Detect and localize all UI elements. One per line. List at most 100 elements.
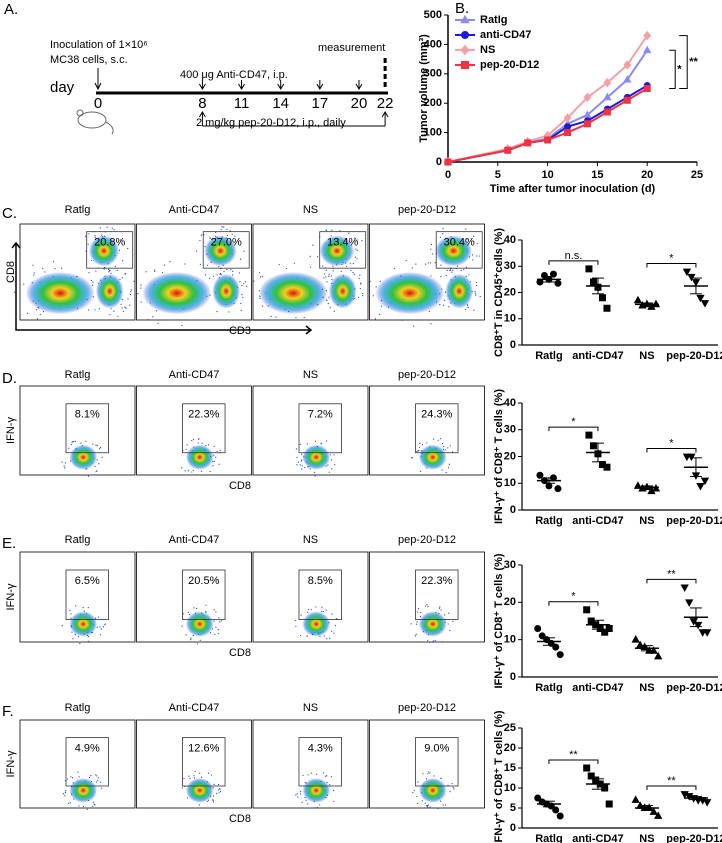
- event-dot: [325, 269, 327, 271]
- event-dot: [297, 461, 299, 463]
- event-dot: [415, 633, 417, 636]
- panel-letter: C.: [2, 205, 17, 222]
- event-dot: [199, 772, 201, 774]
- event-dot: [200, 234, 202, 236]
- event-dot: [301, 459, 303, 461]
- event-dot: [359, 274, 361, 276]
- event-dot: [426, 442, 428, 444]
- event-dot: [218, 788, 221, 790]
- gate-percentage: 13.4%: [327, 237, 358, 249]
- event-dot: [163, 264, 166, 266]
- event-dot: [331, 613, 333, 615]
- event-dot: [83, 610, 85, 612]
- event-dot: [348, 232, 350, 234]
- event-dot: [325, 229, 327, 231]
- event-dot: [133, 280, 135, 282]
- event-dot: [429, 772, 431, 774]
- panel-letter: A.: [4, 1, 18, 18]
- event-dot: [419, 616, 422, 618]
- sig-bracket: [669, 49, 676, 89]
- sig-label: *: [669, 437, 674, 449]
- point: [623, 75, 632, 83]
- event-dot: [195, 250, 198, 252]
- x-tick-label: NS: [639, 350, 654, 362]
- event-dot: [419, 470, 422, 472]
- event-dot: [213, 620, 215, 622]
- event-dot: [240, 309, 242, 311]
- mouse-icon: [76, 109, 114, 135]
- event-dot: [416, 795, 418, 798]
- gate-percentage: 9.0%: [424, 743, 449, 755]
- event-dot: [479, 255, 481, 257]
- event-dot: [199, 239, 201, 242]
- density-blob: [185, 778, 214, 803]
- event-dot: [449, 791, 451, 793]
- event-dot: [205, 611, 207, 613]
- event-dot: [196, 643, 199, 645]
- y-tick-label: 40: [504, 234, 516, 246]
- event-dot: [393, 267, 395, 270]
- axis-arrow: [11, 241, 313, 335]
- event-dot: [71, 631, 73, 633]
- y-tick-label: 0: [510, 504, 516, 516]
- event-dot: [327, 302, 329, 305]
- event-dot: [302, 774, 304, 777]
- event-dot: [301, 801, 303, 803]
- density-blob: [185, 611, 214, 637]
- x-tick-label: 5: [495, 169, 501, 181]
- event-dot: [416, 802, 419, 805]
- event-dot: [333, 454, 335, 456]
- density-blob: [302, 444, 331, 470]
- gate: [65, 403, 109, 454]
- point: [592, 776, 600, 784]
- event-dot: [426, 604, 428, 606]
- day-label: 8: [198, 95, 206, 112]
- event-dot: [221, 226, 223, 228]
- event-dot: [216, 310, 218, 313]
- event-dot: [213, 460, 215, 462]
- gate-percentage: 12.6%: [188, 743, 219, 755]
- event-dot: [358, 277, 360, 279]
- event-dot: [326, 299, 328, 301]
- event-dot: [169, 319, 172, 321]
- event-dot: [220, 620, 222, 622]
- event-dot: [295, 317, 297, 319]
- event-dot: [52, 261, 55, 263]
- event-dot: [321, 265, 324, 267]
- event-dot: [299, 793, 302, 795]
- event-dot: [352, 271, 354, 273]
- event-dot: [198, 438, 200, 440]
- event-dot: [475, 294, 477, 296]
- event-dot: [453, 788, 455, 790]
- event-dot: [476, 243, 478, 245]
- point: [585, 265, 593, 273]
- gate-percentage: 20.5%: [188, 575, 219, 587]
- event-dot: [78, 776, 80, 778]
- event-dot: [372, 295, 374, 297]
- event-dot: [270, 315, 272, 318]
- event-dot: [412, 791, 414, 794]
- event-dot: [421, 443, 424, 446]
- event-dot: [326, 638, 328, 640]
- point: [700, 300, 710, 308]
- y-axis-label: IFN-γ: [5, 583, 17, 610]
- event-dot: [428, 310, 430, 313]
- event-dot: [61, 625, 63, 627]
- event-dot: [199, 639, 201, 641]
- event-dot: [69, 609, 71, 612]
- event-dot: [26, 312, 29, 314]
- group-title: NS: [303, 534, 318, 546]
- event-dot: [320, 442, 322, 444]
- event-dot: [207, 264, 209, 266]
- point: [549, 270, 557, 278]
- event-dot: [476, 285, 478, 287]
- event-dot: [335, 618, 337, 620]
- group-title: Anti-CD47: [169, 369, 220, 381]
- y-axis-label: IFN-γ⁺ of CD8⁺ T cells (%): [493, 389, 505, 524]
- event-dot: [54, 268, 56, 270]
- x-tick-label: anti-CD47: [572, 682, 623, 694]
- point: [687, 273, 696, 282]
- event-dot: [66, 778, 69, 780]
- event-dot: [98, 463, 100, 465]
- arrow-head: [381, 111, 389, 118]
